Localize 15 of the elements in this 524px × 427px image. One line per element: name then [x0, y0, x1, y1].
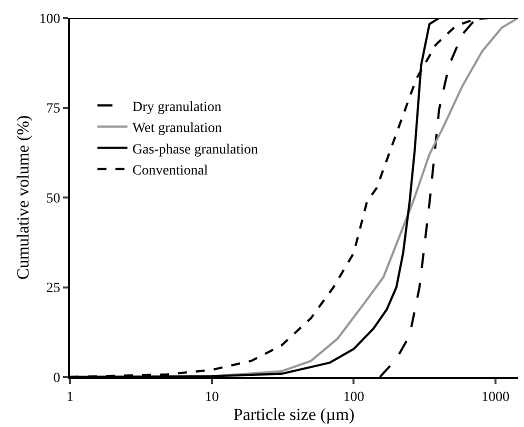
legend-label: Conventional: [132, 163, 208, 178]
y-tick-label: 0: [53, 370, 60, 386]
x-tick-label: 1: [66, 390, 74, 405]
y-tick-label: 100: [39, 12, 60, 27]
x-tick-label: 1000: [482, 390, 510, 405]
y-axis-title: Cumulative volume (%): [13, 115, 32, 280]
x-tick-label: 10: [204, 390, 219, 405]
y-tick-label: 75: [46, 102, 60, 117]
y-tick-label: 25: [46, 281, 60, 296]
legend-label: Dry granulation: [132, 100, 222, 115]
y-tick-label: 50: [46, 191, 60, 206]
x-axis-title: Particle size (µm): [233, 404, 355, 424]
x-tick-label: 100: [343, 390, 364, 405]
legend-label: Wet granulation: [132, 121, 222, 136]
legend-label: Gas-phase granulation: [132, 142, 258, 158]
